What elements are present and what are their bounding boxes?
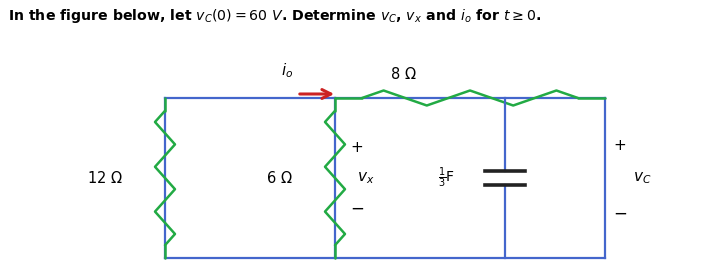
Text: $v_C$: $v_C$ xyxy=(633,170,651,186)
Text: $6\ \Omega$: $6\ \Omega$ xyxy=(267,170,293,186)
Text: $-$: $-$ xyxy=(350,199,364,217)
Text: In the figure below, let $v_C(0) = 60\ V$. Determine $v_C$, $v_x$ and $i_o$ for : In the figure below, let $v_C(0) = 60\ V… xyxy=(8,7,541,25)
Text: $i_o$: $i_o$ xyxy=(281,61,293,80)
Text: $8\ \Omega$: $8\ \Omega$ xyxy=(390,66,417,82)
Text: $+$: $+$ xyxy=(350,141,364,155)
Text: $+$: $+$ xyxy=(614,139,627,153)
Text: $12\ \Omega$: $12\ \Omega$ xyxy=(87,170,123,186)
Text: $-$: $-$ xyxy=(613,204,627,222)
Text: $v_x$: $v_x$ xyxy=(357,170,374,186)
Text: $\frac{1}{3}$F: $\frac{1}{3}$F xyxy=(438,166,455,190)
